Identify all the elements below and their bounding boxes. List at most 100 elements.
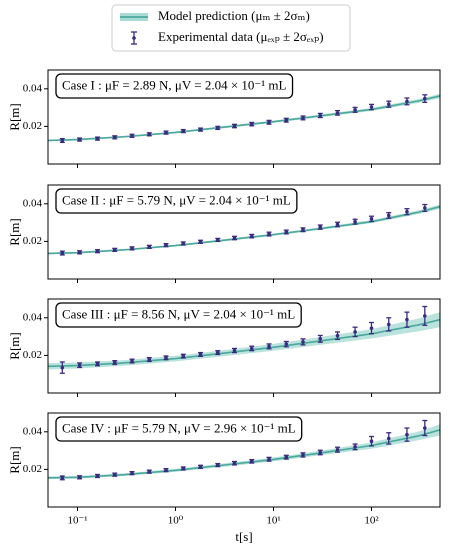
data-point (284, 455, 289, 459)
data-point (386, 436, 391, 441)
data-point (386, 213, 391, 218)
error-bar (317, 449, 323, 456)
data-point (181, 129, 186, 133)
error-bar (335, 331, 341, 341)
model-line (48, 95, 440, 142)
error-bar (129, 133, 135, 138)
y-tick-label: 0.02 (23, 463, 42, 475)
x-tick-label: 10² (364, 515, 379, 527)
error-bar (95, 473, 101, 479)
data-point (147, 132, 152, 137)
data-point (215, 350, 220, 355)
error-bar (180, 353, 186, 359)
data-point (353, 108, 357, 112)
error-bar (283, 117, 289, 123)
error-bar (180, 466, 186, 471)
data-point (335, 222, 340, 227)
data-point (164, 468, 168, 472)
data-point (60, 476, 65, 480)
data-point (335, 111, 340, 115)
data-point (353, 445, 357, 449)
error-bar (215, 125, 221, 131)
error-bar (404, 208, 410, 216)
error-bar (404, 427, 410, 442)
plot-frame (47, 298, 441, 394)
y-axis-label: R[m] (7, 103, 22, 130)
error-bar (232, 460, 238, 466)
data-point (77, 475, 82, 480)
legend-label: Model prediction (μₘ ± 2σₘ) (158, 8, 310, 23)
error-bar (77, 475, 83, 480)
error-bar (112, 135, 118, 140)
plot-frame (47, 412, 441, 508)
error-bar (422, 94, 428, 103)
data-point (95, 136, 100, 141)
data-point (77, 250, 82, 255)
data-point (181, 241, 186, 246)
data-point (318, 225, 323, 229)
error-bar (386, 432, 392, 445)
data-point (232, 124, 237, 128)
plot-area (48, 419, 440, 481)
data-point (405, 432, 409, 437)
data-point (284, 342, 289, 346)
data-point (112, 472, 117, 477)
legend-point (132, 36, 136, 40)
error-bar (59, 250, 65, 256)
error-bar (249, 233, 255, 239)
error-bar (300, 338, 306, 346)
error-bar (112, 247, 118, 253)
error-bar (422, 305, 428, 326)
error-bar (59, 475, 65, 481)
data-point (130, 246, 134, 251)
data-point (267, 120, 271, 125)
y-tick-label: 0.02 (23, 349, 42, 361)
error-bar (95, 249, 101, 254)
data-point (77, 137, 82, 142)
data-point (232, 461, 237, 465)
x-axis-label: t[s] (235, 529, 252, 544)
data-point (284, 230, 289, 234)
data-point (147, 469, 152, 474)
data-point (335, 447, 340, 452)
plot-area (48, 305, 440, 374)
data-point (60, 365, 65, 370)
model-band (48, 312, 440, 370)
y-axis-label: R[m] (7, 332, 22, 359)
error-bar (335, 221, 341, 228)
error-bar (112, 472, 118, 477)
annotation: Case II : μF = 5.79 N, μV = 2.04 × 10⁻¹ … (62, 192, 291, 207)
data-point (95, 249, 100, 253)
error-bar (404, 97, 410, 106)
plot-area (48, 203, 440, 256)
y-tick-label: 0.02 (23, 120, 42, 132)
x-tick-label: 10⁻¹ (67, 515, 87, 527)
y-tick-label: 0.04 (23, 425, 43, 437)
error-bar (215, 462, 221, 468)
x-tick-label: 10¹ (266, 515, 280, 527)
error-bar (129, 358, 135, 364)
data-point (112, 360, 117, 365)
error-bar (59, 137, 65, 144)
plot-area (48, 93, 440, 144)
data-point (369, 326, 374, 330)
data-point (198, 464, 203, 469)
annotation-box (55, 302, 302, 328)
model-line (48, 429, 440, 479)
data-point (267, 457, 271, 462)
data-point (147, 357, 152, 362)
annotation-box (55, 73, 294, 99)
data-point (198, 127, 203, 132)
error-bar (317, 224, 323, 230)
error-bar (352, 106, 358, 113)
data-point (249, 346, 254, 351)
error-bar (300, 115, 306, 121)
error-bar (95, 136, 101, 141)
data-point (405, 209, 409, 214)
error-bar (146, 244, 152, 250)
error-bar (386, 317, 392, 332)
error-bar (215, 350, 221, 356)
error-bar (369, 435, 375, 447)
